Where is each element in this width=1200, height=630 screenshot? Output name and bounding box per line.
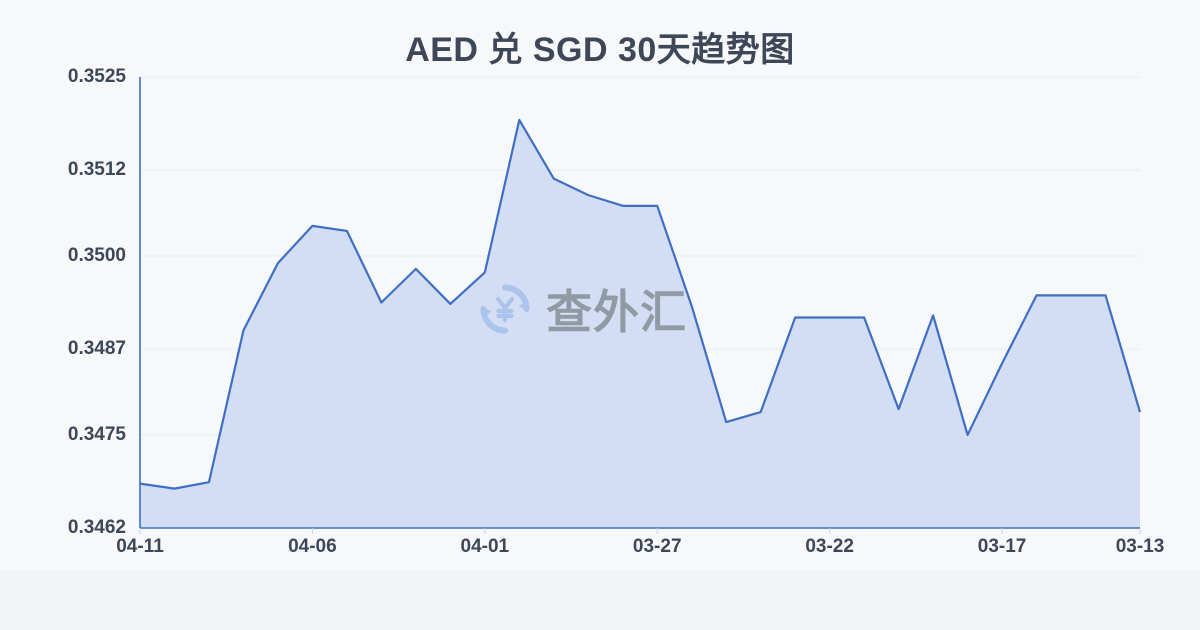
x-tick: 03-13 (1080, 536, 1200, 558)
x-tick-label: 03-22 (805, 536, 854, 557)
x-tick: 03-17 (942, 536, 1062, 558)
y-tick-label: 0.3487 (67, 338, 126, 360)
page-title: AED 兑 SGD 30天趋势图 (405, 31, 795, 69)
y-tick-label: 0.3525 (67, 66, 126, 87)
area-fill (140, 119, 1140, 528)
x-tick-marks (139, 528, 1141, 534)
x-tick: 04-06 (252, 536, 372, 558)
x-tick-label: 03-13 (1115, 536, 1165, 557)
y-tick-label: 0.3512 (67, 159, 126, 181)
x-tick-label: 04-01 (460, 536, 510, 557)
x-tick-label: 03-17 (977, 536, 1027, 557)
x-tick: 03-22 (770, 536, 890, 558)
x-tick-label: 03-27 (632, 536, 682, 557)
y-tick-label: 0.3462 (67, 517, 126, 538)
x-tick: 03-27 (597, 536, 717, 558)
trend-line (139, 118, 1142, 490)
y-tick-label: 0.3500 (67, 244, 126, 266)
x-tick: 04-01 (425, 536, 545, 558)
x-tick-label: 04-06 (288, 536, 337, 557)
x-tick-label: 04-11 (116, 536, 164, 557)
x-tick: 04-11 (80, 536, 200, 558)
y-tick-label: 0.3475 (67, 423, 126, 445)
